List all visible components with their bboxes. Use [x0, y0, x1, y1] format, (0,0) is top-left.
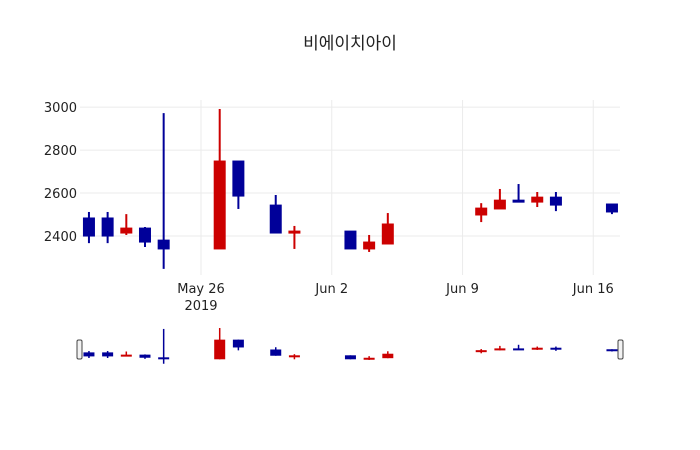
candle[interactable] — [120, 214, 133, 235]
candle[interactable] — [344, 230, 357, 250]
y-tick-label: 2800 — [44, 144, 77, 159]
range-slider-preview — [83, 328, 618, 364]
x-tick-label: Jun 9 — [445, 282, 479, 297]
candle[interactable] — [82, 211, 95, 244]
candle[interactable] — [549, 191, 562, 212]
candle[interactable] — [531, 191, 544, 208]
candle[interactable] — [269, 194, 282, 234]
range-slider[interactable] — [76, 328, 624, 364]
candle[interactable] — [232, 160, 245, 209]
candle[interactable] — [288, 225, 301, 249]
candle[interactable] — [213, 109, 226, 250]
y-tick-label: 3000 — [44, 101, 77, 116]
x-tick-label: Jun 2 — [314, 282, 348, 297]
candle[interactable] — [363, 234, 376, 252]
candle[interactable] — [512, 184, 525, 203]
y-tick-label: 2600 — [44, 187, 77, 202]
candle[interactable] — [475, 203, 488, 223]
candle[interactable] — [493, 188, 506, 210]
x-axis-ticks: May 26 2019 Jun 2 Jun 9 Jun 16 — [177, 282, 614, 314]
chart-title: 비에이치아이 — [303, 34, 397, 54]
candle[interactable] — [381, 213, 394, 245]
candle[interactable] — [101, 211, 114, 244]
candle[interactable] — [605, 203, 618, 215]
candles[interactable] — [82, 109, 618, 269]
y-axis-ticks: 2400 2600 2800 3000 — [44, 101, 77, 245]
x-tick-year-label: 2019 — [184, 299, 217, 314]
range-slider-left-handle[interactable] — [76, 339, 83, 360]
y-tick-label: 2400 — [44, 230, 77, 245]
range-slider-right-handle[interactable] — [617, 339, 624, 360]
x-tick-label: Jun 16 — [572, 282, 614, 297]
candle[interactable] — [157, 113, 170, 269]
x-tick-label: May 26 — [177, 282, 225, 297]
gridlines — [80, 100, 620, 275]
candle[interactable] — [138, 227, 151, 248]
